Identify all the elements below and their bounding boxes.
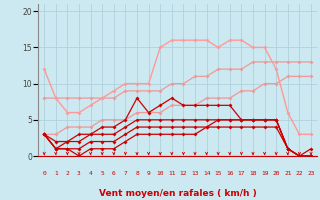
X-axis label: Vent moyen/en rafales ( km/h ): Vent moyen/en rafales ( km/h ): [99, 189, 256, 198]
